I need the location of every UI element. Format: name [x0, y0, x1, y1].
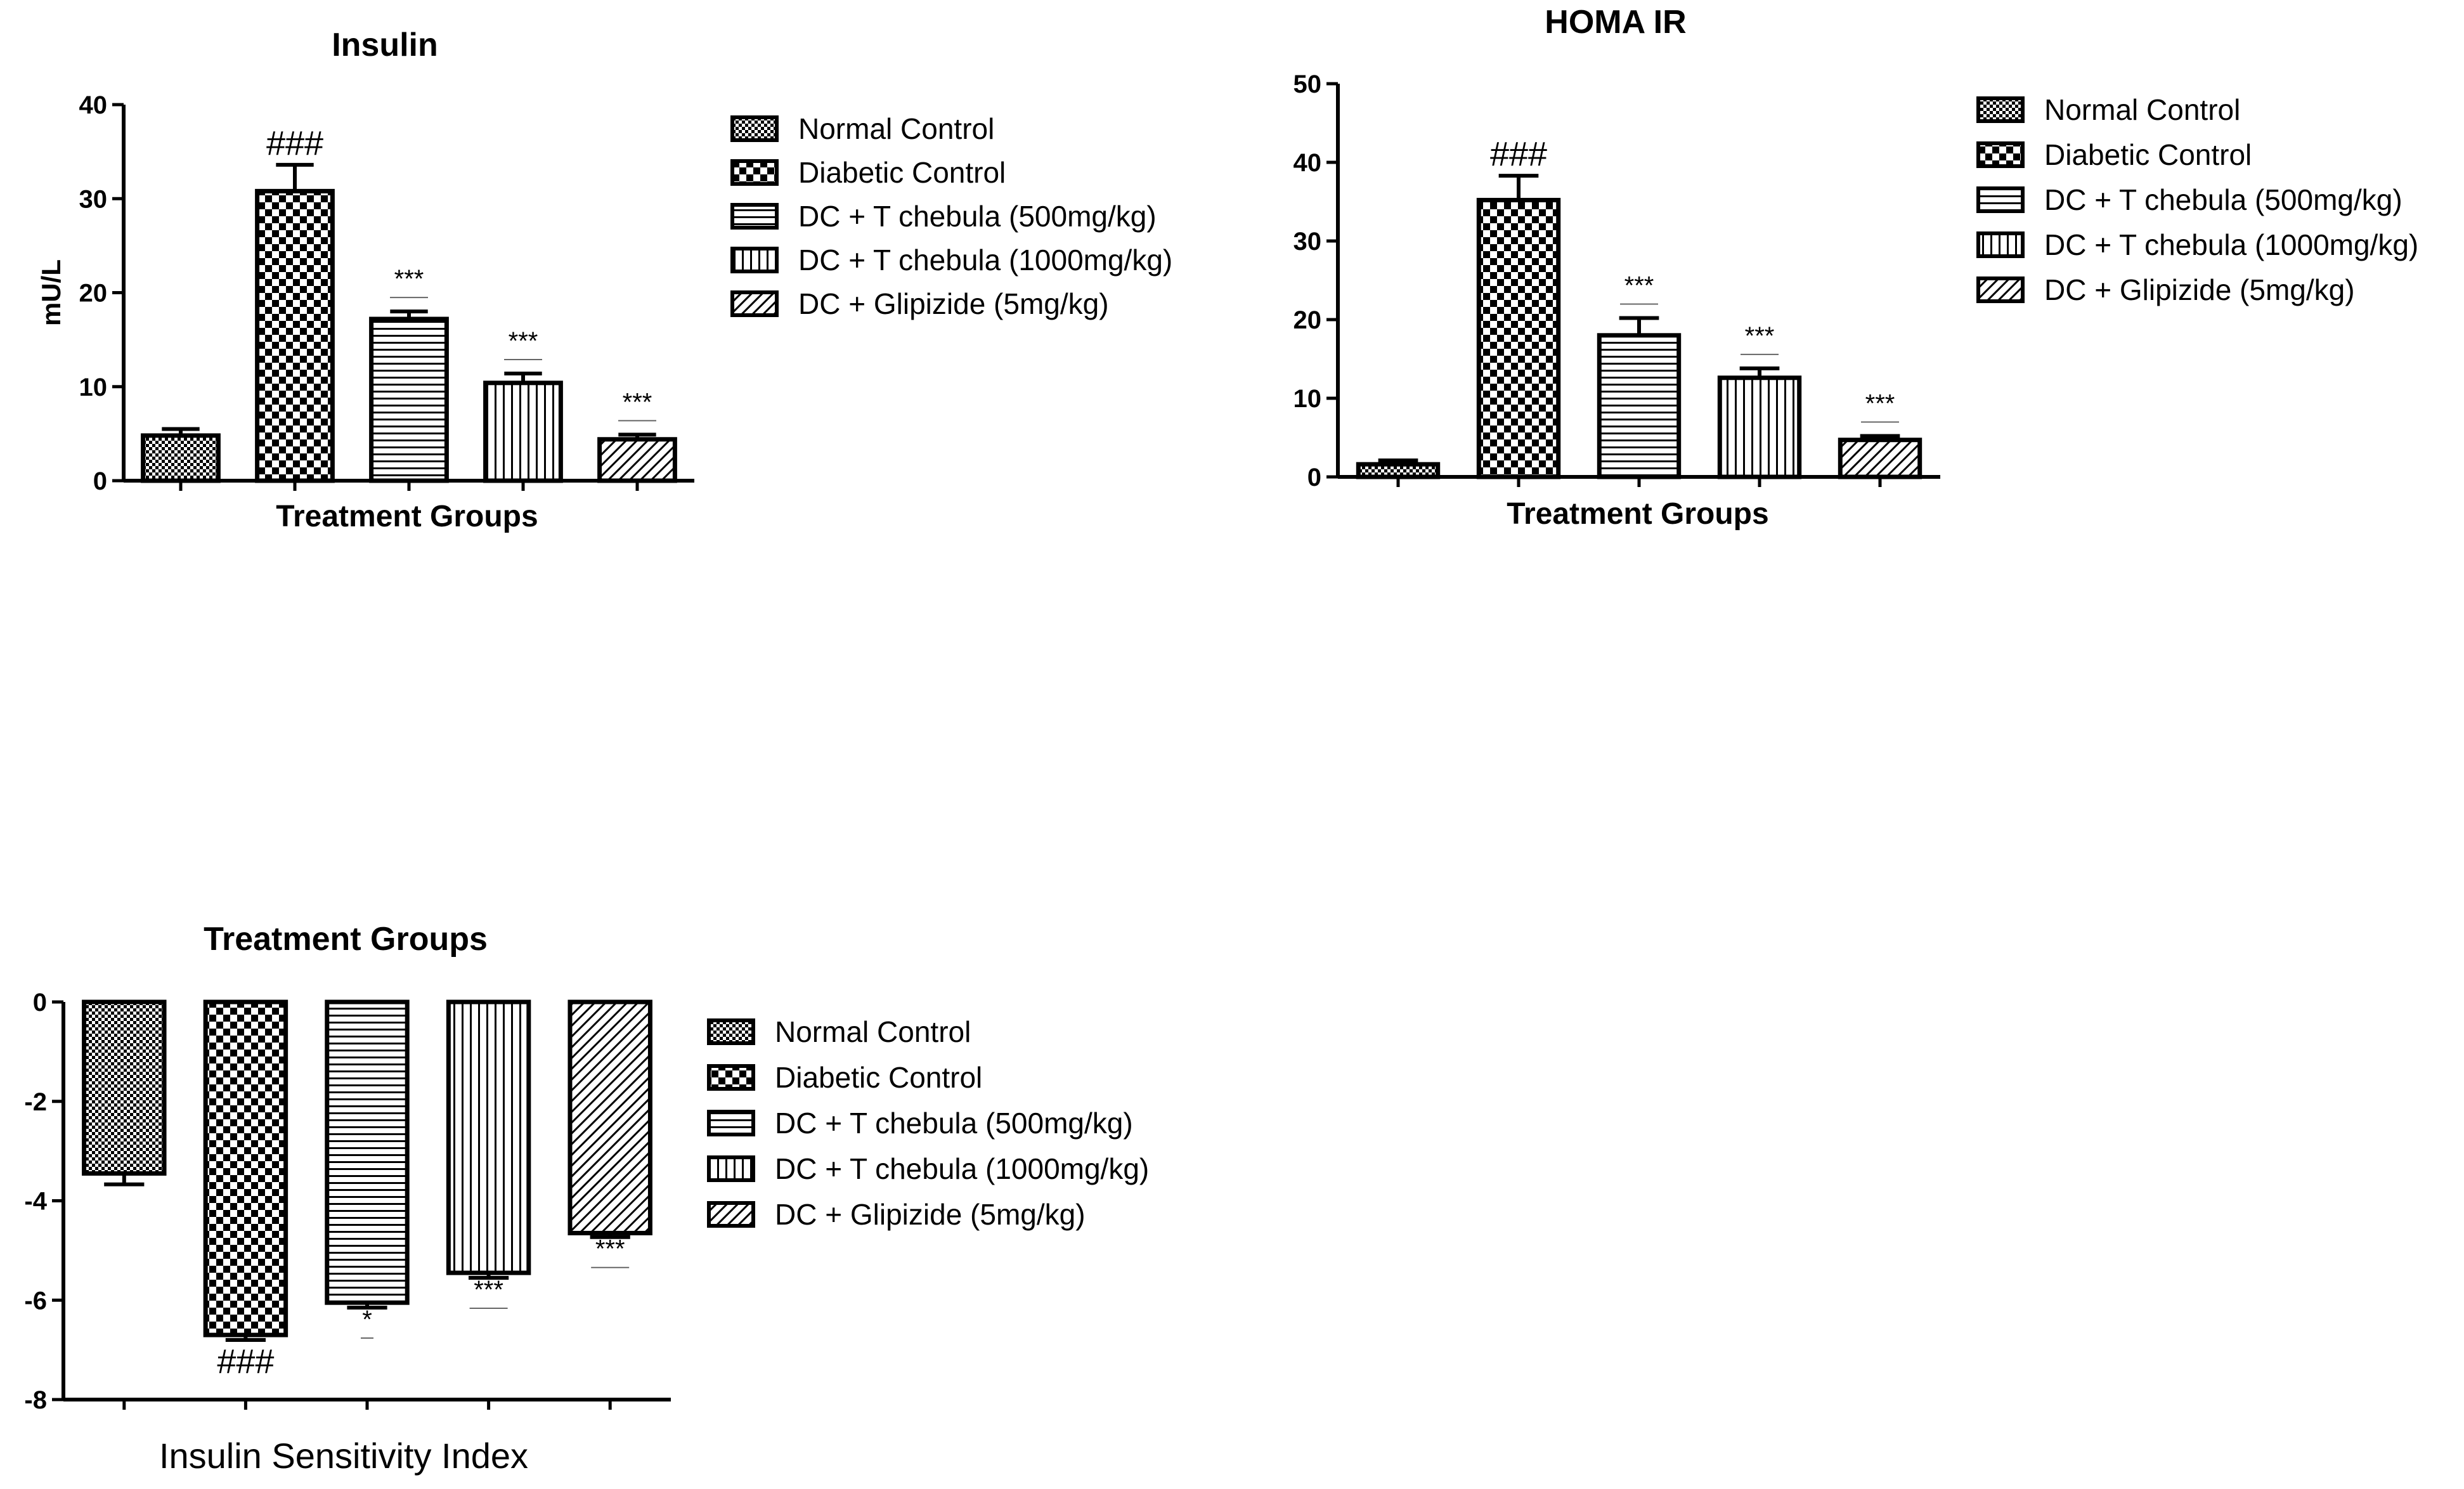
bar-2 [203, 999, 289, 1337]
bar-4 [483, 380, 563, 483]
x-axis-label: Treatment Groups [276, 500, 538, 533]
legend-label-1: Normal Control [2044, 93, 2240, 126]
significance-label: *** [394, 265, 424, 293]
legend-swatch-4 [730, 247, 779, 273]
legend-swatch-3 [1976, 186, 2025, 213]
significance-label: *** [623, 388, 652, 416]
legend-swatch-1 [707, 1018, 755, 1045]
insulin-sensitivity-index-chart: Treatment Groups###*******0-2-4-6-8Insul… [24, 921, 1149, 1476]
legend-label-5: DC + Glipizide (5mg/kg) [2044, 273, 2355, 306]
legend-label-4: DC + T chebula (1000mg/kg) [798, 244, 1172, 276]
significance-label: ### [217, 1343, 274, 1381]
legend-swatch-2 [707, 1064, 755, 1091]
y-tick-label: 10 [1294, 385, 1322, 413]
significance-label: *** [595, 1235, 625, 1263]
x-axis-label: Insulin Sensitivity Index [159, 1436, 528, 1476]
legend-swatch-5 [1976, 276, 2025, 303]
bar-1 [82, 999, 167, 1176]
chart-title: Insulin [332, 27, 438, 63]
x-axis-label: Treatment Groups [1507, 497, 1768, 531]
legend-swatch-4 [1976, 231, 2025, 258]
legend-swatch-1 [730, 115, 779, 142]
legend-swatch-5 [707, 1201, 755, 1228]
bar-5 [597, 437, 677, 483]
significance-label: *** [1745, 322, 1775, 350]
y-tick-label: 40 [1294, 149, 1322, 177]
legend-swatch-3 [707, 1110, 755, 1136]
legend-swatch-4 [707, 1155, 755, 1182]
legend-label-1: Normal Control [775, 1015, 971, 1048]
bar-2 [1476, 198, 1561, 479]
significance-label: *** [474, 1276, 503, 1304]
homa-ir-chart-panel: HOMA IR ### *** *** *** 0 10 20 30 40 50 Treatment … [1232, 0, 2464, 634]
bar-4 [446, 999, 531, 1275]
y-tick-label: 0 [33, 989, 47, 1017]
y-tick-label: 0 [93, 467, 107, 495]
y-tick-label: -4 [24, 1188, 47, 1216]
legend-label-1: Normal Control [798, 112, 994, 145]
insulin-chart: Insulin ### *** *** *** 0 10 20 30 40 Treatment Gr… [36, 27, 1172, 533]
legend-swatch-2 [730, 159, 779, 186]
legend-label-2: Diabetic Control [775, 1061, 982, 1094]
legend-label-5: DC + Glipizide (5mg/kg) [798, 287, 1109, 320]
chart-title: Treatment Groups [204, 921, 488, 958]
y-tick-label: 30 [1294, 228, 1322, 256]
significance-label: ### [266, 124, 323, 162]
significance-label: * [362, 1306, 372, 1334]
legend-label-2: Diabetic Control [798, 156, 1006, 189]
legend-label-3: DC + T chebula (500mg/kg) [775, 1107, 1133, 1140]
legend: Normal Control Diabetic Control DC + T che… [1976, 93, 2418, 306]
y-tick-label: 10 [79, 374, 108, 401]
y-tick-label: 20 [1294, 306, 1322, 334]
y-tick-label: 20 [79, 280, 108, 308]
homa-ir-chart: HOMA IR ### *** *** *** 0 10 20 30 40 50 Treatment … [1294, 4, 2419, 531]
legend-swatch-1 [1976, 96, 2025, 123]
isi-chart-panel: Treatment Groups ### * *** *** 0 -2 -4 -6 -8 Insul… [0, 875, 1232, 1489]
significance-label: *** [1624, 272, 1654, 300]
chart-title: HOMA IR [1545, 4, 1686, 41]
y-tick-label: 0 [1307, 464, 1321, 491]
y-tick-label: -2 [24, 1088, 47, 1116]
bar-3 [369, 316, 449, 483]
legend: Normal Control Diabetic Control DC + T che… [707, 1015, 1149, 1231]
significance-label: ### [1490, 135, 1547, 173]
significance-label: *** [1865, 390, 1895, 418]
legend-swatch-3 [730, 203, 779, 230]
legend: Normal Control Diabetic Control DC + T che… [730, 112, 1172, 320]
bar-3 [325, 999, 410, 1305]
bar-5 [1838, 438, 1923, 479]
bar-3 [1597, 333, 1682, 479]
bar-5 [567, 999, 652, 1235]
bar-1 [141, 433, 221, 483]
legend-label-3: DC + T chebula (500mg/kg) [2044, 183, 2402, 216]
legend-swatch-2 [1976, 141, 2025, 168]
y-tick-label: -8 [24, 1386, 47, 1414]
bar-2 [255, 188, 335, 483]
legend-swatch-5 [730, 290, 779, 317]
legend-label-5: DC + Glipizide (5mg/kg) [775, 1198, 1086, 1231]
y-axis-label: mU/L [36, 259, 66, 326]
legend-label-4: DC + T chebula (1000mg/kg) [2044, 228, 2418, 261]
y-tick-label: 40 [79, 91, 108, 119]
y-tick-label: 30 [79, 185, 108, 213]
legend-label-4: DC + T chebula (1000mg/kg) [775, 1152, 1149, 1185]
legend-label-3: DC + T chebula (500mg/kg) [798, 200, 1157, 233]
y-tick-label: 50 [1294, 70, 1322, 98]
significance-label: *** [509, 327, 538, 355]
insulin-chart-panel: Insulin ### *** *** *** 0 10 20 30 40 Treatment Gr… [0, 0, 1232, 634]
y-tick-label: -6 [24, 1287, 47, 1315]
legend-label-2: Diabetic Control [2044, 138, 2252, 171]
bar-4 [1717, 375, 1802, 479]
